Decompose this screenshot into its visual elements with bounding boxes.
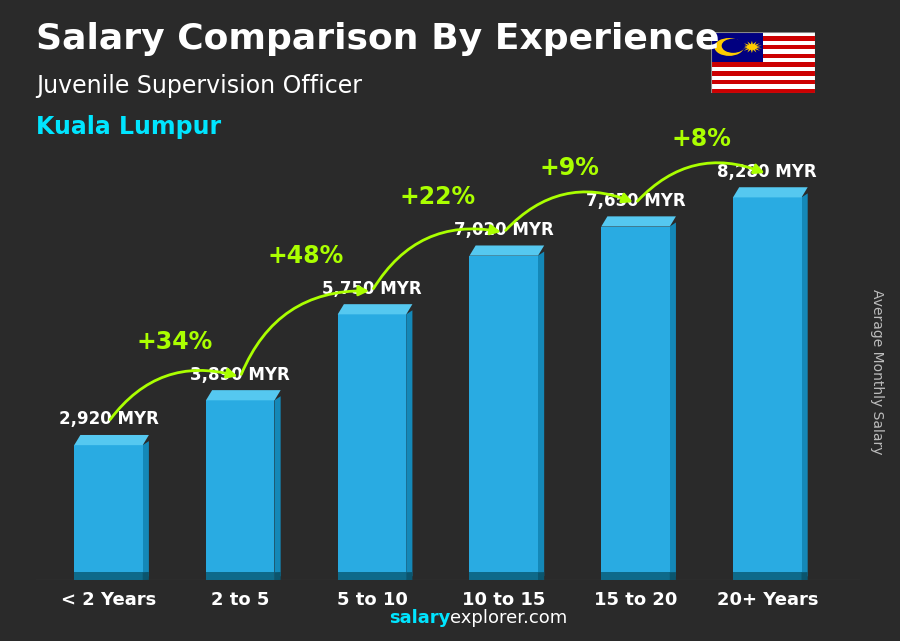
Text: Juvenile Supervision Officer: Juvenile Supervision Officer (36, 74, 362, 97)
Text: +9%: +9% (540, 156, 599, 180)
Text: salary: salary (389, 609, 450, 627)
Bar (711, 67, 814, 71)
Text: 2,920 MYR: 2,920 MYR (58, 410, 158, 428)
Bar (711, 32, 814, 37)
Text: +48%: +48% (268, 244, 344, 268)
Polygon shape (74, 435, 148, 445)
Bar (601, 572, 670, 580)
Bar (711, 58, 814, 63)
Polygon shape (670, 572, 676, 580)
Bar (711, 76, 814, 80)
Bar (711, 84, 814, 88)
Bar (338, 572, 406, 580)
Bar (711, 45, 814, 49)
Bar (711, 80, 814, 84)
Polygon shape (742, 41, 762, 53)
Polygon shape (143, 572, 148, 580)
Bar (206, 401, 274, 580)
Bar (601, 226, 670, 580)
Bar (470, 572, 538, 580)
Polygon shape (470, 246, 544, 256)
Text: 5,750 MYR: 5,750 MYR (322, 279, 422, 297)
Polygon shape (802, 572, 807, 580)
Bar (711, 88, 814, 93)
Polygon shape (670, 222, 676, 580)
Bar (711, 63, 814, 67)
Bar (711, 41, 814, 45)
Polygon shape (601, 217, 676, 226)
Polygon shape (143, 441, 148, 580)
Text: Salary Comparison By Experience: Salary Comparison By Experience (36, 22, 719, 56)
Bar (733, 197, 802, 580)
Polygon shape (206, 390, 281, 401)
Polygon shape (338, 304, 412, 314)
Bar (74, 445, 143, 580)
Polygon shape (733, 187, 807, 197)
Text: Average Monthly Salary: Average Monthly Salary (870, 289, 885, 454)
Text: 8,280 MYR: 8,280 MYR (717, 163, 817, 181)
Bar (733, 572, 802, 580)
Polygon shape (274, 396, 281, 580)
Polygon shape (406, 572, 412, 580)
Polygon shape (538, 251, 544, 580)
Polygon shape (802, 194, 807, 580)
Text: 3,890 MYR: 3,890 MYR (191, 365, 290, 383)
Bar (470, 256, 538, 580)
Polygon shape (538, 572, 544, 580)
Text: +8%: +8% (671, 127, 732, 151)
Text: +34%: +34% (136, 330, 212, 354)
Bar (711, 37, 814, 41)
Polygon shape (406, 310, 412, 580)
Text: explorer.com: explorer.com (450, 609, 567, 627)
Bar (338, 314, 406, 580)
Polygon shape (274, 572, 281, 580)
Bar (206, 572, 274, 580)
Text: 7,650 MYR: 7,650 MYR (586, 192, 685, 210)
Bar (711, 71, 814, 76)
Bar (711, 49, 814, 54)
Text: 7,020 MYR: 7,020 MYR (454, 221, 554, 239)
Bar (711, 54, 814, 58)
Bar (74, 572, 143, 580)
Text: Kuala Lumpur: Kuala Lumpur (36, 115, 221, 139)
Bar (711, 32, 763, 63)
Text: +22%: +22% (400, 185, 476, 209)
Circle shape (716, 38, 743, 55)
Circle shape (723, 39, 744, 52)
